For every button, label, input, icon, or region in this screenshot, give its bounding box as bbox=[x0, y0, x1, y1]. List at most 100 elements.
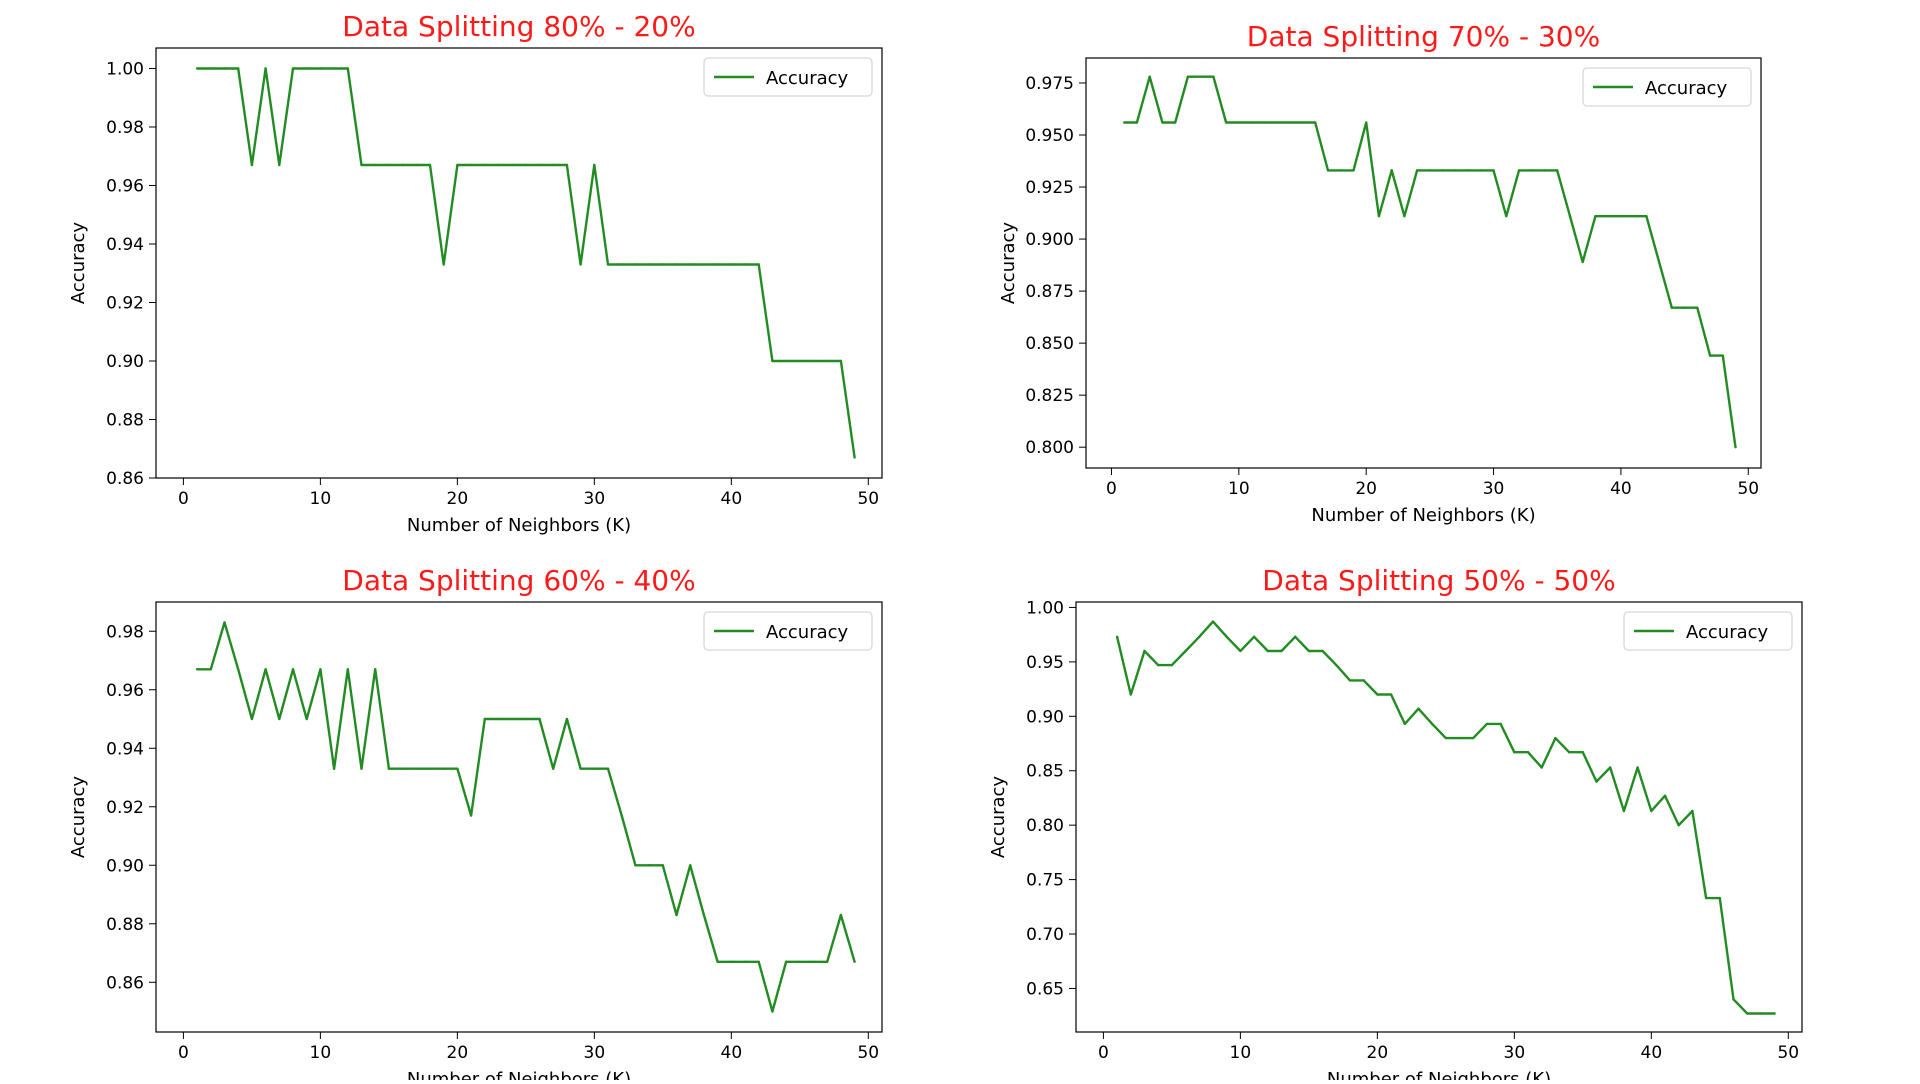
data-point bbox=[373, 668, 377, 671]
data-point bbox=[730, 263, 733, 266]
data-point bbox=[853, 960, 856, 963]
data-point bbox=[1595, 780, 1598, 783]
x-tick-label: 20 bbox=[1355, 479, 1377, 499]
data-point bbox=[757, 960, 760, 963]
y-tick-label: 0.825 bbox=[1025, 386, 1074, 406]
data-point bbox=[784, 359, 788, 363]
x-tick-label: 10 bbox=[1228, 479, 1250, 499]
data-point bbox=[456, 163, 459, 167]
data-point bbox=[456, 767, 459, 770]
data-point bbox=[1472, 736, 1475, 740]
data-point bbox=[839, 913, 843, 917]
data-point bbox=[1773, 1012, 1776, 1015]
data-point bbox=[853, 456, 856, 459]
data-point bbox=[593, 163, 596, 167]
legend-label: Accuracy bbox=[1645, 78, 1728, 99]
data-point bbox=[1293, 635, 1297, 639]
axes-frame bbox=[155, 601, 883, 1033]
data-point bbox=[1161, 121, 1164, 124]
y-tick-label: 0.96 bbox=[106, 176, 144, 196]
y-tick-label: 0.90 bbox=[106, 856, 144, 876]
data-point bbox=[1636, 766, 1639, 769]
data-point bbox=[1619, 214, 1623, 218]
legend-label: Accuracy bbox=[1686, 622, 1769, 643]
data-point bbox=[634, 864, 637, 867]
data-point bbox=[387, 163, 391, 167]
data-point bbox=[1156, 663, 1160, 667]
chart-title: Data Splitting 60% - 40% bbox=[342, 564, 695, 597]
data-point bbox=[1266, 649, 1269, 653]
data-point bbox=[442, 263, 445, 266]
chart-title: Data Splitting 70% - 30% bbox=[1247, 20, 1600, 53]
data-point bbox=[702, 913, 706, 917]
data-point bbox=[620, 814, 623, 817]
figure-svg: Data Splitting 80% - 20% 0 10 20 30 40 50 0.86 0… bbox=[68, 10, 1803, 1084]
data-point bbox=[647, 864, 651, 867]
y-tick-label: 0.98 bbox=[106, 622, 144, 642]
data-point bbox=[1650, 809, 1653, 813]
data-point bbox=[264, 67, 267, 70]
x-tick-label: 30 bbox=[584, 1043, 606, 1063]
series-line-1 bbox=[197, 621, 856, 1013]
data-point bbox=[620, 263, 623, 266]
data-point bbox=[1696, 306, 1699, 309]
x-tick-label: 50 bbox=[857, 489, 879, 509]
data-point bbox=[1326, 169, 1330, 172]
data-point bbox=[1377, 214, 1381, 218]
y-tick-label: 0.85 bbox=[1026, 762, 1064, 782]
y-tick-label: 0.86 bbox=[106, 973, 144, 993]
data-point bbox=[278, 717, 281, 721]
data-point bbox=[1301, 121, 1304, 124]
legend-box bbox=[1582, 67, 1752, 107]
data-point bbox=[689, 263, 692, 266]
data-point bbox=[1479, 169, 1483, 172]
y-tick-label: 0.800 bbox=[1025, 438, 1074, 458]
data-point bbox=[812, 960, 815, 963]
data-point bbox=[1417, 707, 1420, 710]
data-point bbox=[497, 717, 500, 721]
data-point bbox=[1734, 445, 1737, 449]
data-point bbox=[1513, 751, 1516, 754]
data-point bbox=[387, 767, 391, 770]
x-tick-label: 50 bbox=[857, 1043, 879, 1063]
data-point bbox=[1657, 260, 1661, 264]
data-point bbox=[798, 960, 802, 963]
data-point bbox=[1186, 75, 1190, 78]
data-point bbox=[565, 163, 569, 167]
subplot-3: Data Splitting 60% - 40% 0 10 20 30 40 50 0.86 0… bbox=[68, 564, 883, 1084]
data-point bbox=[1148, 75, 1151, 78]
data-point bbox=[798, 359, 802, 363]
data-point bbox=[1250, 121, 1253, 124]
data-point bbox=[1237, 121, 1241, 124]
data-point bbox=[1567, 751, 1571, 754]
y-axis-label: Accuracy bbox=[988, 776, 1009, 859]
data-point bbox=[579, 767, 582, 770]
subplot-1: Data Splitting 80% - 20% 0 10 20 30 40 50 0.86 0… bbox=[68, 10, 883, 536]
data-point bbox=[1718, 896, 1722, 900]
data-point bbox=[1492, 169, 1495, 172]
data-point bbox=[1415, 169, 1419, 172]
legend-box bbox=[1623, 611, 1793, 651]
x-tick-label: 10 bbox=[1230, 1043, 1252, 1063]
data-point bbox=[1458, 736, 1461, 740]
data-point bbox=[1691, 809, 1694, 813]
data-point bbox=[1129, 693, 1132, 696]
data-point bbox=[812, 359, 815, 363]
data-point bbox=[1212, 75, 1215, 78]
x-axis-label: Number of Neighbors (K) bbox=[1311, 505, 1535, 526]
subplot-4: Data Splitting 50% - 50% 0 10 20 30 40 50 0.65 0… bbox=[988, 564, 1803, 1084]
data-point bbox=[1173, 121, 1177, 124]
legend-label: Accuracy bbox=[766, 622, 849, 643]
data-point bbox=[1198, 635, 1201, 639]
data-point bbox=[442, 767, 445, 770]
x-tick-label: 0 bbox=[1098, 1043, 1109, 1063]
data-point bbox=[524, 163, 528, 167]
y-tick-label: 0.92 bbox=[106, 293, 144, 313]
data-point bbox=[661, 263, 665, 266]
chart-title: Data Splitting 80% - 20% bbox=[342, 10, 695, 43]
data-point bbox=[497, 163, 500, 167]
data-point bbox=[1307, 649, 1311, 653]
series-line-1 bbox=[1124, 75, 1737, 448]
x-tick-label: 10 bbox=[310, 489, 332, 509]
data-point bbox=[1135, 121, 1139, 124]
